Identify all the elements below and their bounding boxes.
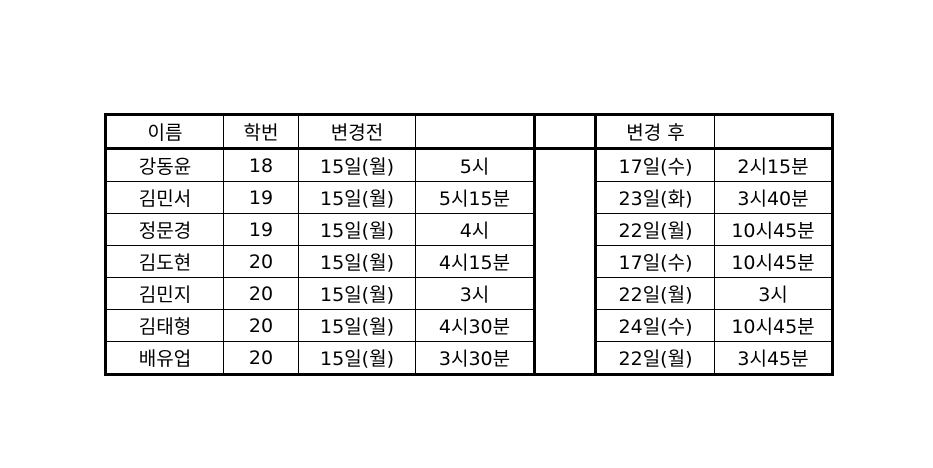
student-id-cell: 19 — [223, 213, 299, 246]
student-name-cell: 김민서 — [105, 181, 224, 214]
after-day-cell: 17일(수) — [595, 148, 715, 182]
header-before-time — [415, 114, 535, 150]
before-time-cell: 4시30분 — [415, 309, 535, 342]
after-day-cell: 23일(화) — [595, 181, 715, 214]
student-name-cell: 정문경 — [105, 213, 224, 246]
header-after-time — [714, 114, 833, 150]
before-day-cell: 15일(월) — [298, 341, 416, 375]
header-name: 이름 — [105, 114, 224, 150]
before-day-cell: 15일(월) — [298, 181, 416, 214]
before-day-cell: 15일(월) — [298, 245, 416, 278]
after-time-cell: 10시45분 — [714, 213, 833, 246]
table-row: 김태형 20 15일(월) 4시30분 24일(수) 10시45분 — [105, 309, 833, 342]
gap-cell — [533, 147, 597, 375]
header-after: 변경 후 — [595, 114, 715, 150]
student-name-cell: 강동윤 — [105, 148, 224, 182]
table-row: 강동윤 18 15일(월) 5시 17일(수) 2시15분 — [105, 147, 833, 375]
before-day-cell: 15일(월) — [298, 148, 416, 182]
before-day-cell: 15일(월) — [298, 277, 416, 310]
after-day-cell: 24일(수) — [595, 309, 715, 342]
after-day-cell: 22일(월) — [595, 277, 715, 310]
before-time-cell: 4시 — [415, 213, 535, 246]
student-name-cell: 김민지 — [105, 277, 224, 310]
student-id-cell: 20 — [223, 309, 299, 342]
header-gap — [533, 114, 597, 150]
after-time-cell: 3시40분 — [714, 181, 833, 214]
student-id-cell: 20 — [223, 245, 299, 278]
after-day-cell: 22일(월) — [595, 341, 715, 375]
before-time-cell: 3시 — [415, 277, 535, 310]
table-row: 김민지 20 15일(월) 3시 22일(월) 3시 — [105, 277, 833, 310]
before-time-cell: 4시15분 — [415, 245, 535, 278]
after-day-cell: 17일(수) — [595, 245, 715, 278]
student-name-cell: 배유업 — [105, 341, 224, 375]
header-row: 이름 학번 변경전 변경 후 — [105, 114, 833, 150]
before-time-cell: 5시15분 — [415, 181, 535, 214]
student-id-cell: 20 — [223, 277, 299, 310]
student-id-cell: 20 — [223, 341, 299, 375]
after-time-cell: 10시45분 — [714, 245, 833, 278]
table-row: 배유업 20 15일(월) 3시30분 22일(월) 3시45분 — [105, 341, 833, 375]
table-row: 정문경 19 15일(월) 4시 22일(월) 10시45분 — [105, 213, 833, 246]
schedule-change-table: 이름 학번 변경전 변경 후 강동윤 18 15일(월) 5시 17일(수) 2시15분 김… — [104, 113, 834, 376]
student-name-cell: 김태형 — [105, 309, 224, 342]
after-time-cell: 10시45분 — [714, 309, 833, 342]
student-name-cell: 김도현 — [105, 245, 224, 278]
header-before: 변경전 — [298, 114, 416, 150]
student-id-cell: 18 — [223, 148, 299, 182]
before-time-cell: 3시30분 — [415, 341, 535, 375]
before-day-cell: 15일(월) — [298, 309, 416, 342]
before-time-cell: 5시 — [415, 148, 535, 182]
after-time-cell: 3시45분 — [714, 341, 833, 375]
student-id-cell: 19 — [223, 181, 299, 214]
after-time-cell: 3시 — [714, 277, 833, 310]
after-day-cell: 22일(월) — [595, 213, 715, 246]
header-student-id: 학번 — [223, 114, 299, 150]
table-row: 김민서 19 15일(월) 5시15분 23일(화) 3시40분 — [105, 181, 833, 214]
before-day-cell: 15일(월) — [298, 213, 416, 246]
after-time-cell: 2시15분 — [714, 148, 833, 182]
table-row: 김도현 20 15일(월) 4시15분 17일(수) 10시45분 — [105, 245, 833, 278]
